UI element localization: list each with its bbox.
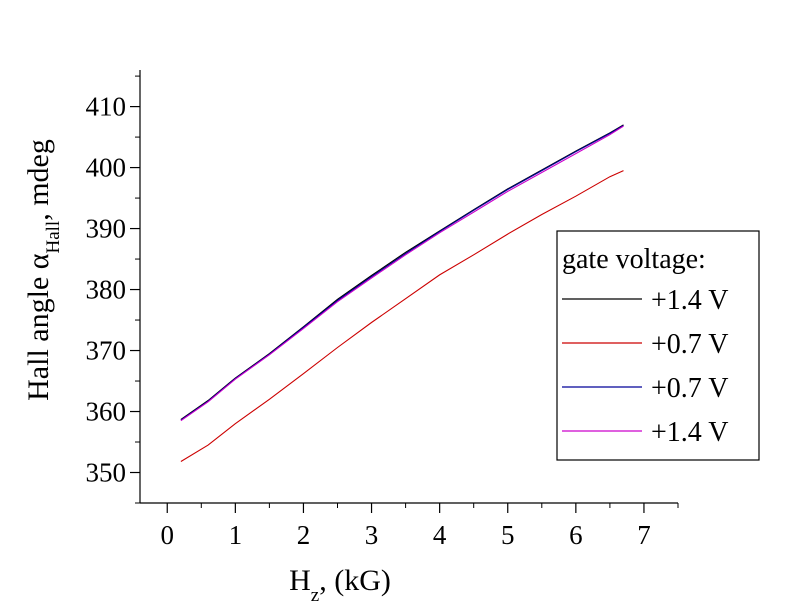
x-tick-label: 5 <box>501 520 515 550</box>
axes <box>139 70 678 504</box>
x-tick-label: 2 <box>297 520 311 550</box>
y-tick-label: 370 <box>86 336 127 366</box>
ticks: 0 1 2 3 4 5 6 7 350 360 370 380 390 400 410 <box>86 75 679 550</box>
y-tick-label: 360 <box>86 397 127 427</box>
legend: gate voltage: +1.4 V +0.7 V +0.7 V +1.4 V <box>556 230 760 461</box>
x-tick-label: 6 <box>569 520 583 550</box>
y-tick-label: 380 <box>86 275 127 305</box>
y-axis-title: Hall angle αHall, mdeg <box>22 139 64 401</box>
x-axis-title: Hz, (kG) <box>289 564 391 605</box>
legend-label: +1.4 V <box>651 417 729 448</box>
series-line <box>180 125 624 422</box>
series-line <box>180 170 624 462</box>
y-tick-label: 410 <box>86 92 127 122</box>
legend-title: gate voltage: <box>562 244 706 275</box>
y-tick-label: 390 <box>86 214 127 244</box>
x-tick-label: 7 <box>637 520 651 550</box>
legend-label: +0.7 V <box>651 329 729 360</box>
legend-box <box>556 230 760 461</box>
x-tick-label: 1 <box>229 520 243 550</box>
y-tick-label: 350 <box>86 458 127 488</box>
legend-label: +0.7 V <box>651 373 729 404</box>
legend-label: +1.4 V <box>651 285 729 316</box>
x-tick-label: 4 <box>433 520 447 550</box>
x-tick-label: 0 <box>160 520 174 550</box>
x-tick-label: 3 <box>365 520 379 550</box>
series-group <box>180 124 624 462</box>
y-tick-label: 400 <box>86 153 127 183</box>
